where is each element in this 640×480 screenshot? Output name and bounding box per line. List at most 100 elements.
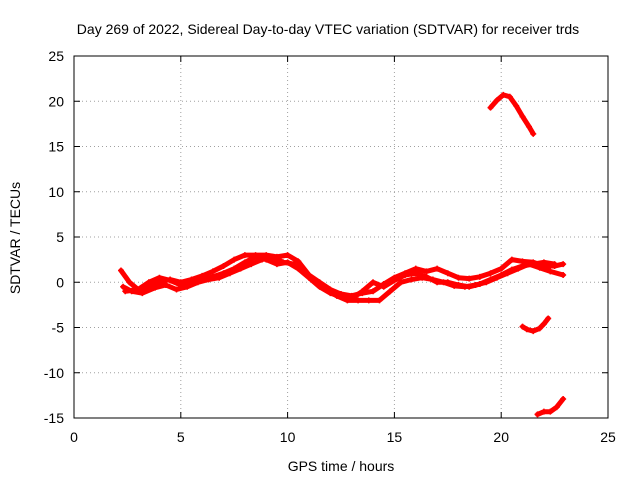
data-point xyxy=(188,281,195,288)
data-point xyxy=(476,273,483,280)
data-point xyxy=(466,283,473,290)
data-point xyxy=(466,275,473,282)
data-point xyxy=(525,123,532,130)
data-point xyxy=(248,261,255,268)
data-point xyxy=(269,253,276,260)
data-point xyxy=(135,286,142,293)
data-point xyxy=(423,268,430,275)
data-point xyxy=(434,265,441,272)
data-point xyxy=(376,297,383,304)
data-point xyxy=(359,288,366,295)
data-point xyxy=(519,113,526,120)
series-arc-mid xyxy=(519,315,552,335)
tick-labels: 0 5 10 15 20 25 -15 -10 -5 0 5 10 15 20 25 xyxy=(44,48,616,445)
y-tick-label: -10 xyxy=(44,365,64,381)
data-point xyxy=(156,274,163,281)
grid xyxy=(74,56,608,418)
data-point xyxy=(387,288,394,295)
data-point xyxy=(423,273,430,280)
x-tick-label: 0 xyxy=(70,429,78,445)
data-point xyxy=(316,283,323,290)
data-point xyxy=(476,281,483,288)
data-point xyxy=(560,272,567,279)
data-point xyxy=(519,262,526,269)
data-point xyxy=(139,290,146,297)
data-point xyxy=(162,281,169,288)
data-point xyxy=(434,279,441,286)
data-point xyxy=(487,270,494,277)
series-layer xyxy=(117,91,567,418)
series-line xyxy=(488,92,536,137)
data-point xyxy=(145,279,152,286)
data-point xyxy=(284,252,291,259)
data-point xyxy=(530,328,537,335)
data-point xyxy=(263,256,270,263)
data-point xyxy=(348,295,355,302)
x-tick-label: 15 xyxy=(387,429,403,445)
plot-frame xyxy=(73,55,609,419)
data-point xyxy=(167,277,174,284)
data-point xyxy=(220,262,227,269)
data-point xyxy=(530,261,537,268)
data-point xyxy=(305,274,312,281)
data-point xyxy=(493,97,500,104)
x-axis-label: GPS time / hours xyxy=(288,458,395,474)
y-tick-label: 15 xyxy=(48,139,64,155)
data-point xyxy=(231,256,238,263)
data-point xyxy=(402,272,409,279)
data-point xyxy=(536,264,543,271)
data-point xyxy=(391,277,398,284)
data-point xyxy=(380,283,387,290)
data-point xyxy=(545,315,552,322)
data-point xyxy=(560,261,567,268)
data-point xyxy=(231,265,238,272)
data-point xyxy=(412,270,419,277)
data-point xyxy=(397,279,404,286)
y-tick-label: 10 xyxy=(48,184,64,200)
y-tick-label: 5 xyxy=(56,229,64,245)
data-point xyxy=(338,293,344,300)
data-point xyxy=(241,259,248,266)
data-point xyxy=(534,411,541,418)
data-point xyxy=(500,91,507,98)
data-point xyxy=(209,273,216,280)
series-arc-low xyxy=(534,395,567,418)
data-point xyxy=(553,404,560,411)
data-point xyxy=(508,266,515,273)
data-point xyxy=(540,408,547,415)
x-tick-label: 10 xyxy=(280,429,296,445)
x-tick-label: 25 xyxy=(600,429,616,445)
data-point xyxy=(295,265,302,272)
data-point xyxy=(370,288,377,295)
data-point xyxy=(547,408,554,415)
data-point xyxy=(487,276,494,283)
data-point xyxy=(220,270,227,277)
data-point xyxy=(506,93,513,100)
data-point xyxy=(551,261,558,268)
data-point xyxy=(455,274,462,281)
data-point xyxy=(120,283,127,290)
data-point xyxy=(444,270,451,277)
data-point xyxy=(199,277,206,284)
data-point xyxy=(540,259,547,266)
data-point xyxy=(508,256,515,263)
data-point xyxy=(177,281,184,288)
series-arc-3 xyxy=(122,253,558,302)
data-point xyxy=(547,268,554,275)
y-tick-label: 0 xyxy=(56,274,64,290)
x-tick-label: 20 xyxy=(493,429,509,445)
data-point xyxy=(530,130,537,137)
data-point xyxy=(122,288,129,295)
data-point xyxy=(327,290,334,297)
y-tick-label: 20 xyxy=(48,93,64,109)
y-tick-label: -5 xyxy=(52,320,65,336)
y-tick-label: 25 xyxy=(48,48,64,64)
data-point xyxy=(209,268,216,275)
data-point xyxy=(241,252,248,259)
data-point xyxy=(408,276,415,283)
data-point xyxy=(365,297,372,304)
data-point xyxy=(519,323,526,330)
data-point xyxy=(152,284,159,291)
data-point xyxy=(126,279,133,286)
